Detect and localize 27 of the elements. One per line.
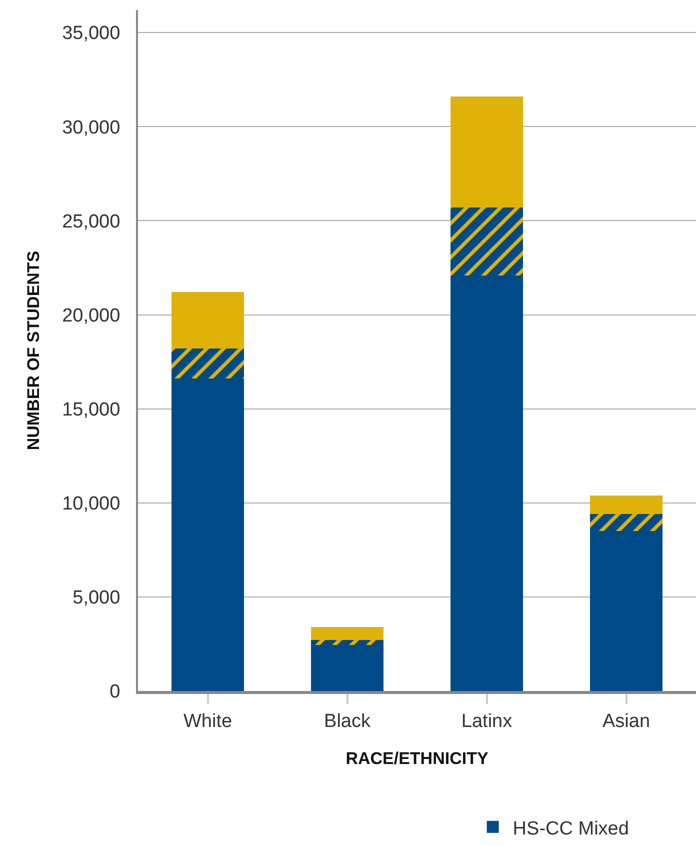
bar bbox=[590, 531, 663, 691]
bar bbox=[310, 627, 384, 640]
x-tick-label: Asian bbox=[602, 710, 650, 732]
bar bbox=[450, 208, 524, 276]
bar bbox=[171, 348, 244, 379]
bar bbox=[310, 640, 384, 645]
legend-label: HS-CC Mixed bbox=[512, 818, 629, 840]
y-tick-label: 10,000 bbox=[62, 494, 120, 515]
y-tick-label: 0 bbox=[110, 682, 120, 703]
bar bbox=[450, 275, 524, 691]
bar bbox=[450, 96, 524, 208]
y-tick-label: 25,000 bbox=[62, 211, 120, 232]
y-tick-label: 35,000 bbox=[62, 23, 120, 44]
x-tick-label: Latinx bbox=[461, 710, 513, 732]
bar bbox=[590, 495, 663, 514]
y-tick-label: 15,000 bbox=[62, 399, 120, 420]
y-tick-label: 5,000 bbox=[72, 588, 120, 609]
bar bbox=[171, 292, 244, 349]
bar bbox=[171, 378, 244, 691]
x-axis-title: RACE/ETHNICITY bbox=[346, 749, 489, 768]
bar bbox=[310, 644, 384, 691]
bar bbox=[590, 514, 663, 532]
y-tick-label: 20,000 bbox=[62, 305, 120, 326]
y-tick-label: 30,000 bbox=[62, 117, 120, 138]
x-tick-label: Black bbox=[324, 710, 371, 732]
x-tick-label: White bbox=[183, 710, 232, 732]
y-axis-title: NUMBER OF STUDENTS bbox=[24, 250, 44, 450]
